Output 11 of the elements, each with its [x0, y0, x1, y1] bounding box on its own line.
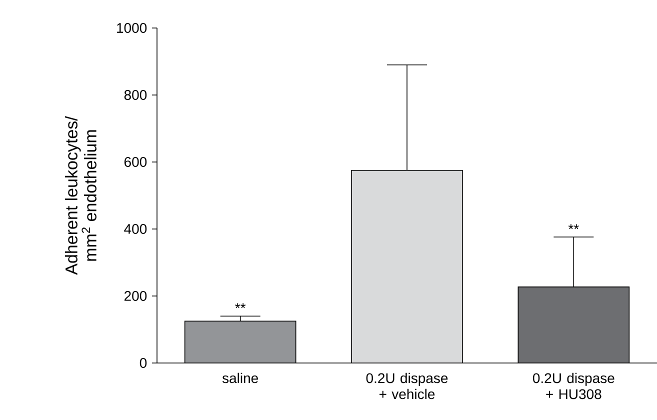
- y-tick-label: 200: [124, 291, 147, 301]
- x-tick-label: saline: [222, 372, 258, 384]
- y-tick-label: 0: [140, 358, 147, 368]
- x-tick-label: 0.2U dispase + vehicle: [366, 372, 448, 400]
- annotation: **: [235, 303, 246, 308]
- y-tick-label: 400: [124, 224, 147, 234]
- x-tick-label: 0.2U dispase + HU308: [532, 372, 614, 400]
- y-tick-label: 600: [124, 157, 147, 167]
- y-tick-label: 800: [124, 90, 147, 100]
- y-tick-label: 1000: [117, 23, 147, 33]
- annotation: **: [568, 224, 579, 230]
